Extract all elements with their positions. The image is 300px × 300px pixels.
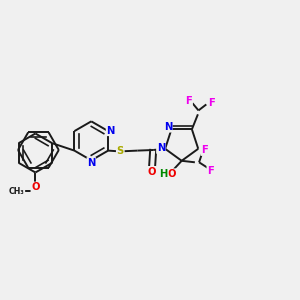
Text: CH₃: CH₃ xyxy=(9,187,25,196)
Text: N: N xyxy=(106,125,115,136)
Text: O: O xyxy=(167,169,176,179)
Text: N: N xyxy=(164,122,172,132)
Text: F: F xyxy=(208,98,215,108)
Text: N: N xyxy=(157,143,165,153)
Text: N: N xyxy=(87,158,95,168)
Text: H: H xyxy=(160,169,168,179)
Text: O: O xyxy=(148,167,156,177)
Text: F: F xyxy=(207,166,214,176)
Text: O: O xyxy=(31,182,40,192)
Text: F: F xyxy=(201,145,208,155)
Text: S: S xyxy=(116,146,124,156)
Text: F: F xyxy=(185,96,192,106)
